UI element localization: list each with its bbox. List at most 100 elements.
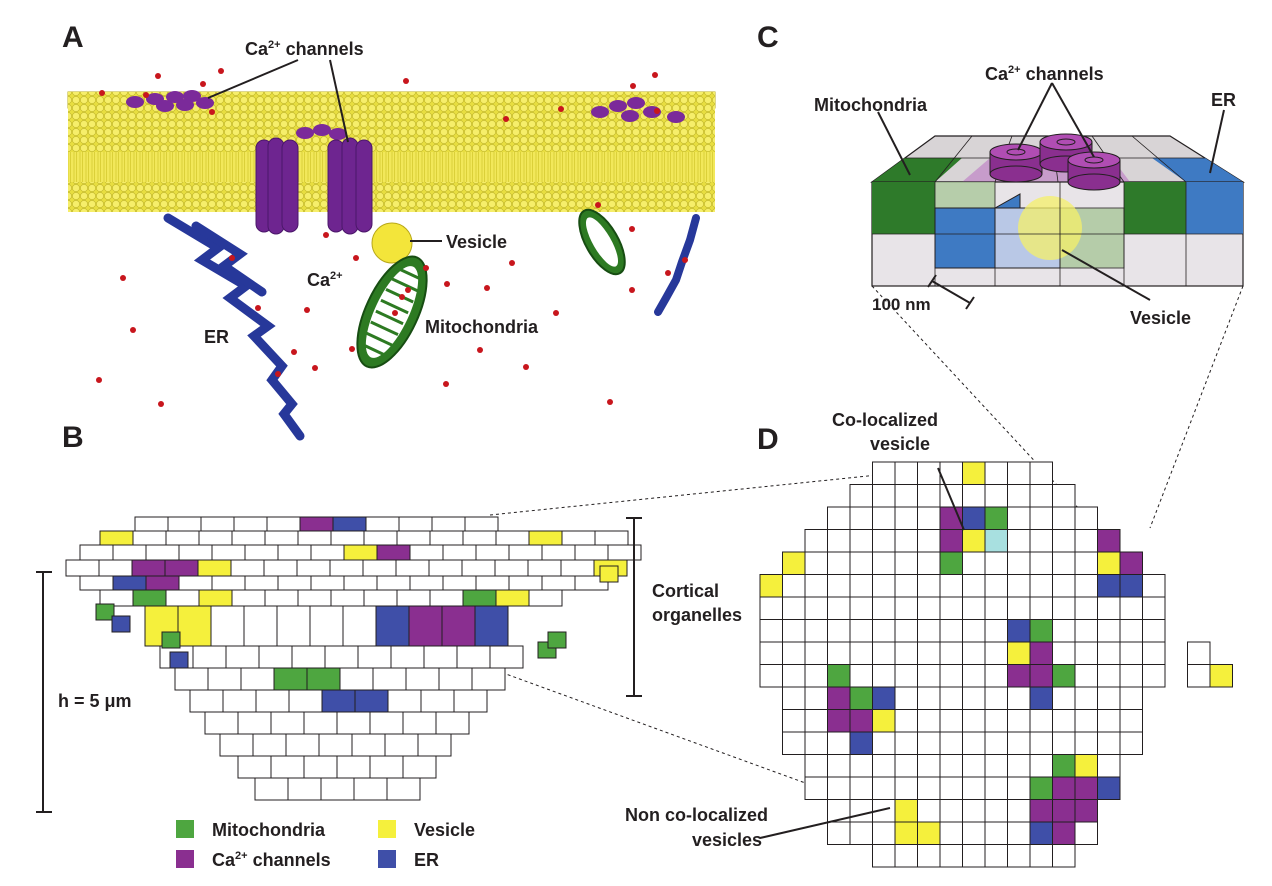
- grid-cell-b: [240, 667, 275, 691]
- grid-cell-d: [917, 574, 941, 598]
- grid-cell-d: [1029, 484, 1053, 508]
- grid-cell-b: [222, 689, 257, 713]
- panel-c: C: [757, 21, 1246, 328]
- grid-cell-d: [872, 506, 896, 530]
- grid-cell-d: [1074, 641, 1098, 665]
- grid-cell-b: [303, 711, 338, 735]
- grid-cell-d: [804, 754, 828, 778]
- grid-cell-b: [475, 544, 510, 561]
- grid-cell-d: [827, 529, 851, 553]
- grid-cell-b: [165, 589, 200, 607]
- grid-cell-d: [849, 731, 873, 755]
- grid-cell-b: [211, 544, 246, 561]
- scale-label-c: 100 nm: [872, 295, 931, 314]
- legend-label-er: ER: [414, 850, 439, 870]
- grid-cell-d: [1052, 799, 1076, 823]
- grid-cell-b: [231, 530, 266, 546]
- grid-cell-b: [435, 711, 470, 735]
- mitochondria-label-a: Mitochondria: [425, 317, 539, 337]
- ca-channels-label-a: Ca2+ channels: [245, 39, 364, 59]
- grid-cell-d: [1029, 821, 1053, 845]
- mitochondria-right: [578, 208, 626, 276]
- grid-cell-d: [849, 574, 873, 598]
- front-cell-mitochondria-left: [872, 182, 935, 234]
- legend-label-vesicle: Vesicle: [414, 820, 475, 840]
- grid-cell-d: [984, 574, 1008, 598]
- grid-cell-d: [1007, 641, 1031, 665]
- front-cell-mitochondria-right: [1124, 182, 1186, 234]
- grid-cell-b: [134, 516, 169, 532]
- grid-cell-b: [288, 689, 323, 713]
- grid-cell-b: [474, 605, 509, 647]
- grid-cell-d: [804, 574, 828, 598]
- grid-cell-b: [178, 544, 213, 561]
- grid-cell-b: [207, 667, 242, 691]
- grid-cell-d: [984, 686, 1008, 710]
- grid-cell-b: [489, 645, 524, 669]
- grid-cell-d: [917, 776, 941, 800]
- grid-cell-d: [1052, 709, 1076, 733]
- grid-cell-b: [462, 589, 497, 607]
- grid-cell-d: [1119, 551, 1143, 575]
- grid-cell-d: [962, 731, 986, 755]
- grid-cell-d: [1074, 574, 1098, 598]
- grid-cell-b: [177, 605, 212, 647]
- grid-cell-d: [827, 686, 851, 710]
- grid-cell-b: [297, 589, 332, 607]
- grid-cell-b: [329, 559, 364, 577]
- grid-cell-d: [804, 641, 828, 665]
- grid-cell-b: [438, 667, 473, 691]
- grid-cell-d: [1119, 619, 1143, 643]
- grid-cell-d: [939, 574, 963, 598]
- grid-cell-d: [962, 709, 986, 733]
- grid-cell-b: [387, 689, 422, 713]
- grid-cell-d: [804, 686, 828, 710]
- grid-cell-d: [804, 619, 828, 643]
- grid-cell-d: [917, 641, 941, 665]
- grid-cell-b: [291, 645, 326, 669]
- grid-cell-d: [939, 529, 963, 553]
- grid-cell-b: [560, 559, 595, 577]
- grid-cell-d: [1052, 596, 1076, 620]
- grid-cell-d: [782, 551, 806, 575]
- grid-cell-d: [1007, 731, 1031, 755]
- grid-cell-b: [395, 559, 430, 577]
- grid-cell-d: [939, 731, 963, 755]
- grid-cell-b: [273, 667, 308, 691]
- grid-cell-b: [79, 544, 114, 561]
- height-bracket: [36, 571, 52, 813]
- grid-cell-d: [894, 529, 918, 553]
- grid-cell-d: [917, 731, 941, 755]
- colocalized-label-line1: Co-localized: [832, 410, 938, 430]
- grid-cell-d: [759, 664, 783, 688]
- grid-cell-d: [984, 776, 1008, 800]
- grid-cell-d: [1097, 686, 1121, 710]
- grid-cell-d: [849, 799, 873, 823]
- grid-cell-b: [332, 516, 367, 532]
- grid-cell-d: [1052, 664, 1076, 688]
- grid-cell-d: [1052, 619, 1076, 643]
- grid-cell-d: [1074, 799, 1098, 823]
- noncolocalized-label-line2: vesicles: [692, 830, 762, 850]
- cortical-label-line1: Cortical: [652, 581, 719, 601]
- grid-cell-d: [827, 641, 851, 665]
- grid-cell-b: [353, 777, 388, 801]
- grid-cell-d: [917, 821, 941, 845]
- grid-cell-d: [894, 484, 918, 508]
- grid-cell-b: [541, 544, 576, 561]
- grid-cell-d: [1029, 619, 1053, 643]
- grid-cell-b: [461, 559, 496, 577]
- grid-cell-d: [962, 529, 986, 553]
- legend-swatch-er: [378, 850, 396, 868]
- grid-cell-d: [1074, 619, 1098, 643]
- grid-cell-b: [339, 667, 374, 691]
- grid-cell-d: [1007, 754, 1031, 778]
- grid-cell-d: [917, 686, 941, 710]
- grid-cell-d: [1052, 641, 1076, 665]
- grid-cell-b: [244, 544, 279, 561]
- grid-cell-b: [431, 516, 466, 532]
- grid-cell-d: [1097, 641, 1121, 665]
- grid-cell-d: [1029, 709, 1053, 733]
- grid-cell-b: [164, 559, 199, 577]
- cortical-bracket: [626, 517, 642, 697]
